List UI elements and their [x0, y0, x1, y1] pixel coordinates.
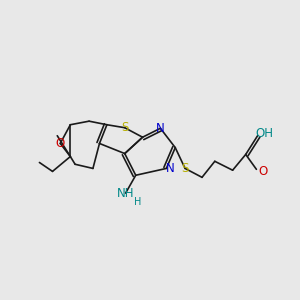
Text: O: O — [258, 165, 268, 178]
Text: OH: OH — [255, 127, 273, 140]
Text: N: N — [166, 162, 174, 175]
Text: N: N — [156, 122, 165, 135]
Text: S: S — [121, 121, 128, 134]
Text: S: S — [182, 162, 189, 175]
Text: H: H — [134, 197, 141, 207]
Text: O: O — [56, 137, 65, 150]
Text: NH: NH — [117, 187, 134, 200]
